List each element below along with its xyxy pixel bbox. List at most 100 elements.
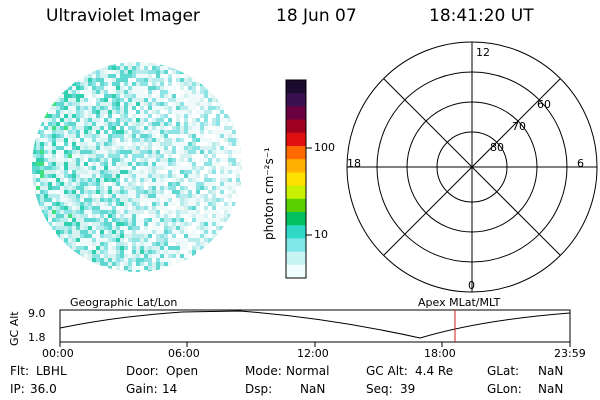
uv-pixel xyxy=(204,126,208,130)
uv-pixel xyxy=(40,110,44,114)
uv-pixel xyxy=(152,86,156,90)
uv-pixel xyxy=(116,214,120,218)
uv-pixel xyxy=(120,174,124,178)
uv-pixel xyxy=(196,246,200,250)
uv-pixel xyxy=(64,194,68,198)
uv-pixel xyxy=(44,202,48,206)
uv-pixel xyxy=(216,150,220,154)
uv-pixel xyxy=(128,262,132,266)
uv-pixel xyxy=(156,234,160,238)
uv-pixel xyxy=(164,138,168,142)
uv-pixel xyxy=(116,226,120,230)
uv-pixel xyxy=(60,186,64,190)
uv-pixel xyxy=(60,130,64,134)
uv-pixel xyxy=(208,202,212,206)
uv-pixel xyxy=(212,262,216,266)
uv-pixel xyxy=(168,122,172,126)
uv-pixel xyxy=(220,190,224,194)
uv-pixel xyxy=(200,258,204,262)
uv-pixel xyxy=(52,106,56,110)
uv-pixel xyxy=(40,182,44,186)
uv-pixel xyxy=(120,170,124,174)
uv-pixel xyxy=(240,262,242,266)
uv-pixel xyxy=(100,250,104,254)
uv-pixel xyxy=(100,70,104,74)
uv-pixel xyxy=(108,210,112,214)
uv-pixel xyxy=(168,202,172,206)
uv-pixel xyxy=(36,90,40,94)
uv-pixel xyxy=(72,234,76,238)
uv-pixel xyxy=(124,202,128,206)
uv-pixel xyxy=(68,218,72,222)
uv-pixel xyxy=(144,242,148,246)
uv-pixel xyxy=(32,190,36,194)
uv-pixel xyxy=(220,78,224,82)
uv-pixel xyxy=(48,102,52,106)
uv-pixel xyxy=(44,242,48,246)
uv-pixel xyxy=(184,166,188,170)
uv-pixel xyxy=(236,90,240,94)
uv-pixel xyxy=(100,74,104,78)
uv-pixel xyxy=(204,214,208,218)
uv-pixel xyxy=(124,158,128,162)
uv-pixel xyxy=(176,126,180,130)
uv-pixel xyxy=(132,90,136,94)
uv-pixel xyxy=(132,102,136,106)
uv-pixel xyxy=(200,222,204,226)
uv-pixel xyxy=(104,250,108,254)
uv-pixel xyxy=(240,210,242,214)
uv-pixel xyxy=(176,82,180,86)
uv-pixel xyxy=(156,258,160,262)
uv-pixel xyxy=(104,258,108,262)
uv-pixel xyxy=(92,110,96,114)
uv-pixel xyxy=(108,214,112,218)
uv-pixel xyxy=(208,242,212,246)
uv-pixel xyxy=(200,78,204,82)
uv-pixel xyxy=(92,78,96,82)
uv-pixel xyxy=(200,126,204,130)
uv-pixel xyxy=(156,178,160,182)
uv-pixel xyxy=(52,114,56,118)
uv-pixel xyxy=(204,162,208,166)
uv-pixel xyxy=(228,138,232,142)
uv-pixel xyxy=(96,214,100,218)
uv-pixel xyxy=(60,174,64,178)
uv-pixel xyxy=(32,166,36,170)
uv-pixel xyxy=(196,210,200,214)
uv-pixel xyxy=(164,150,168,154)
uv-pixel xyxy=(144,246,148,250)
uv-pixel xyxy=(152,174,156,178)
uv-pixel xyxy=(40,114,44,118)
uv-pixel xyxy=(52,146,56,150)
uv-pixel xyxy=(236,162,240,166)
uv-pixel xyxy=(168,118,172,122)
uv-pixel xyxy=(44,142,48,146)
uv-pixel xyxy=(180,166,184,170)
uv-pixel xyxy=(44,146,48,150)
uv-pixel xyxy=(92,150,96,154)
uv-pixel xyxy=(156,266,160,270)
uv-pixel xyxy=(88,98,92,102)
uv-pixel xyxy=(36,218,40,222)
uv-pixel xyxy=(88,250,92,254)
uv-pixel xyxy=(140,170,144,174)
uv-pixel xyxy=(196,82,200,86)
uv-pixel xyxy=(56,110,60,114)
uv-pixel xyxy=(240,82,242,86)
uv-pixel xyxy=(156,102,160,106)
uv-pixel xyxy=(232,226,236,230)
uv-pixel xyxy=(184,122,188,126)
uv-pixel xyxy=(236,262,240,266)
uv-pixel xyxy=(88,262,92,266)
uv-pixel xyxy=(140,102,144,106)
uv-pixel xyxy=(104,198,108,202)
uv-pixel xyxy=(196,242,200,246)
uv-pixel xyxy=(124,142,128,146)
uv-pixel xyxy=(220,266,224,270)
uv-pixel xyxy=(180,258,184,262)
uv-pixel xyxy=(96,134,100,138)
uv-pixel xyxy=(84,178,88,182)
uv-pixel xyxy=(136,146,140,150)
colorbar-tick-label: 10 xyxy=(314,228,328,241)
uv-pixel xyxy=(156,210,160,214)
